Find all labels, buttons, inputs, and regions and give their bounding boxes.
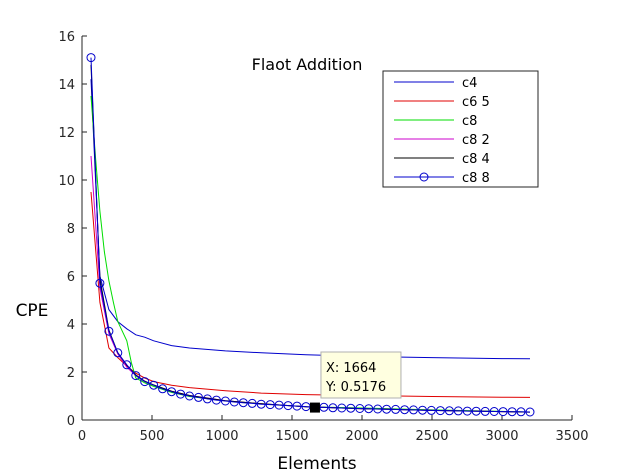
x-axis-label: Elements: [277, 454, 356, 472]
data-point: [211, 395, 221, 405]
x-tick-label: 2000: [345, 429, 378, 444]
x-tick-label: 3000: [485, 429, 518, 444]
data-point: [256, 399, 266, 409]
legend-label: c8 8: [462, 171, 490, 186]
y-tick-label: 8: [67, 222, 75, 237]
data-point: [400, 405, 410, 415]
data-point: [516, 407, 526, 417]
data-point: [122, 360, 132, 370]
data-point: [220, 396, 230, 406]
x-tick-label: 3500: [555, 429, 588, 444]
x-tick-label: 1500: [275, 429, 308, 444]
y-tick-label: 12: [58, 126, 75, 141]
data-point: [507, 407, 517, 417]
data-point: [185, 391, 194, 401]
axes: 0 500 1000 1500 2000 2500 3000 3500 0 2 4 6 8 10 12 14 1…: [58, 30, 588, 444]
data-point: [202, 394, 212, 404]
x-tick-label: 0: [78, 429, 86, 444]
legend-label: c8 4: [462, 152, 490, 167]
datatip-marker[interactable]: [309, 402, 320, 413]
data-point: [131, 371, 141, 381]
data-point: [444, 406, 454, 416]
data-point: [328, 403, 338, 413]
legend[interactable]: c4 c6 5 c8 c8 2 c8 4 c8 8: [382, 70, 539, 188]
data-point: [149, 380, 159, 390]
data-point: [525, 407, 535, 417]
data-point: [364, 404, 374, 414]
y-tick-label: 4: [67, 318, 75, 333]
x-tick-label: 500: [140, 429, 165, 444]
data-point: [229, 397, 239, 407]
data-point: [158, 384, 168, 394]
x-tick-label: 1000: [205, 429, 238, 444]
data-point: [140, 377, 150, 387]
data-point: [373, 404, 383, 414]
data-point: [498, 407, 508, 417]
y-tick-label: 16: [58, 30, 75, 45]
data-point: [489, 407, 499, 416]
data-point: [382, 404, 392, 414]
data-point: [409, 405, 418, 415]
data-point: [418, 405, 427, 415]
data-point: [355, 404, 365, 413]
chart-title: Flaot Addition: [252, 55, 363, 74]
legend-label: c4: [462, 76, 477, 91]
data-point: [265, 400, 275, 410]
y-tick-label: 0: [67, 414, 75, 429]
data-point: [292, 401, 302, 411]
y-axis-label: CPE: [16, 301, 49, 321]
data-point: [391, 404, 401, 414]
data-point: [113, 348, 123, 358]
y-tick-label: 6: [67, 270, 75, 285]
data-point: [480, 406, 490, 416]
data-point: [274, 400, 284, 410]
data-point: [283, 401, 293, 411]
data-point: [435, 406, 445, 416]
data-point: [471, 406, 481, 416]
data-point: [453, 406, 463, 416]
data-point: [194, 392, 203, 402]
datatip-y: Y: 0.5176: [325, 380, 386, 395]
y-tick-label: 2: [67, 366, 75, 381]
data-point: [167, 387, 177, 397]
legend-marker: [419, 172, 429, 182]
data-point: [337, 403, 347, 413]
data-point: [95, 278, 105, 288]
datatip-x: X: 1664: [326, 361, 377, 376]
legend-box: [382, 70, 539, 188]
x-tick-label: 2500: [415, 429, 448, 444]
y-tick-label: 10: [58, 174, 75, 189]
data-point: [346, 403, 356, 413]
datatip[interactable]: X: 1664 Y: 0.5176: [309, 351, 402, 413]
data-point: [462, 406, 472, 416]
data-point: [426, 405, 436, 415]
data-point: [176, 389, 186, 399]
data-point: [238, 398, 248, 408]
datatip-box: [320, 351, 402, 399]
data-point: [104, 326, 114, 336]
y-tick-label: 14: [58, 78, 75, 93]
data-point: [86, 53, 96, 63]
legend-label: c8 2: [462, 133, 490, 148]
data-point: [247, 398, 257, 408]
legend-label: c8: [462, 114, 477, 129]
legend-label: c6 5: [462, 95, 490, 110]
